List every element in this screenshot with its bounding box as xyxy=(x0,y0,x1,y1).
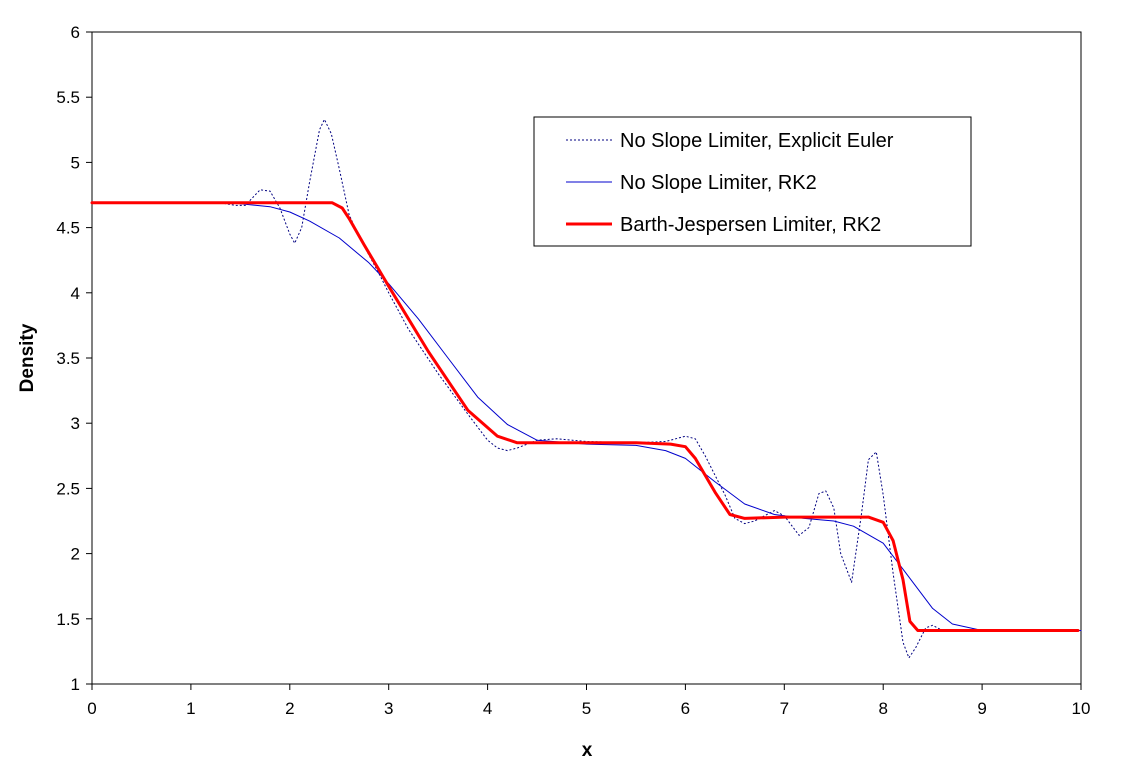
x-tick-label: 10 xyxy=(1072,699,1091,718)
x-axis-ticks: 0 1 2 3 4 5 6 7 8 9 10 xyxy=(87,684,1090,718)
y-tick-label: 3.5 xyxy=(56,349,80,368)
x-tick-label: 8 xyxy=(878,699,887,718)
y-tick-label: 6 xyxy=(71,23,80,42)
series-explicit-euler-line xyxy=(92,118,1081,659)
y-tick-label: 5.5 xyxy=(56,88,80,107)
x-tick-label: 6 xyxy=(681,699,690,718)
legend-label-rk2: No Slope Limiter, RK2 xyxy=(620,172,817,194)
x-tick-label: 1 xyxy=(186,699,195,718)
series-barth-jespersen-line xyxy=(90,201,1080,632)
y-tick-label: 5 xyxy=(71,153,80,172)
x-tick-label: 3 xyxy=(384,699,393,718)
y-tick-label: 4 xyxy=(71,284,80,303)
x-tick-label: 2 xyxy=(285,699,294,718)
y-tick-label: 2.5 xyxy=(56,479,80,498)
y-tick-label: 4.5 xyxy=(56,219,80,238)
legend: No Slope Limiter, Explicit Euler No Slop… xyxy=(533,116,972,247)
series-rk2-line xyxy=(91,202,1082,631)
x-tick-label: 5 xyxy=(582,699,591,718)
x-tick-label: 4 xyxy=(483,699,492,718)
x-tick-label: 0 xyxy=(87,699,96,718)
y-axis-ticks: 1 1.5 2 2.5 3 3.5 4 4.5 5 5.5 6 xyxy=(56,23,92,694)
y-tick-label: 1.5 xyxy=(56,610,80,629)
y-tick-label: 2 xyxy=(71,545,80,564)
y-tick-label: 3 xyxy=(71,414,80,433)
x-tick-label: 9 xyxy=(977,699,986,718)
y-axis-title: Density xyxy=(17,323,38,392)
y-tick-label: 1 xyxy=(71,675,80,694)
x-tick-label: 7 xyxy=(780,699,789,718)
legend-label-explicit-euler: No Slope Limiter, Explicit Euler xyxy=(620,130,894,152)
series-lines xyxy=(90,118,1082,659)
legend-label-barth-jespersen: Barth-Jespersen Limiter, RK2 xyxy=(620,214,881,236)
x-axis-title: x xyxy=(582,740,593,761)
